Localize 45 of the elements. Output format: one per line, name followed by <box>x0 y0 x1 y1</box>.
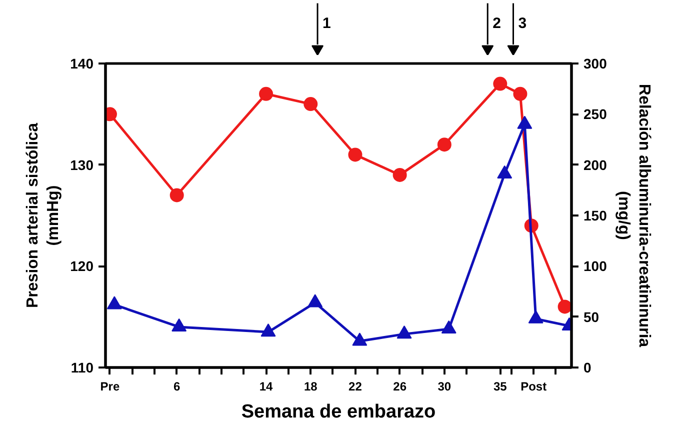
point <box>106 296 122 310</box>
text: 3 <box>518 15 527 32</box>
y2-tick-label: 200 <box>584 156 608 173</box>
point <box>172 318 187 332</box>
point <box>437 138 452 152</box>
y-tick-label: 120 <box>70 258 94 274</box>
x-tick-label: 35 <box>493 380 508 394</box>
point <box>497 165 512 178</box>
y2-tick-label: 0 <box>584 360 592 376</box>
y2-tick-label: 300 <box>584 56 608 72</box>
point <box>259 86 274 101</box>
x-tick-label: Post <box>520 380 547 394</box>
y2-tick-label: 150 <box>584 208 608 224</box>
y-tick-label: 130 <box>70 156 94 173</box>
point <box>352 332 368 346</box>
x-tick-label: 30 <box>438 380 452 394</box>
y2-axis-title: Relación albuminuria-creatininuria (mg/g) <box>614 84 652 348</box>
text: 1 <box>322 15 331 32</box>
point <box>392 168 407 182</box>
y-tick-label: 140 <box>70 56 94 72</box>
point <box>304 97 318 112</box>
x-tick-label: 22 <box>348 380 362 394</box>
point <box>493 76 508 91</box>
point <box>308 294 323 308</box>
point <box>517 116 532 129</box>
y-tick-label: 110 <box>70 360 94 376</box>
x-tick-label: Pre <box>100 380 120 394</box>
y-axis-title: Presion arterial sistólica (mmHg) <box>24 122 62 308</box>
x-tick-label: 6 <box>174 380 181 394</box>
x-tick-label: 14 <box>259 380 274 394</box>
point <box>441 320 456 334</box>
point <box>348 148 362 162</box>
point <box>528 310 544 324</box>
x-axis-title: Semana de embarazo <box>241 402 436 422</box>
point <box>396 325 412 339</box>
x-tick-label: 18 <box>304 380 318 394</box>
y2-tick-label: 250 <box>584 106 608 122</box>
point <box>513 86 528 101</box>
point <box>170 188 184 202</box>
y2-tick-label: 50 <box>584 308 600 325</box>
point <box>558 300 572 314</box>
point <box>260 323 276 337</box>
x-tick-label: 26 <box>393 380 407 394</box>
y2-tick-label: 100 <box>584 258 608 274</box>
text: 2 <box>492 15 501 32</box>
